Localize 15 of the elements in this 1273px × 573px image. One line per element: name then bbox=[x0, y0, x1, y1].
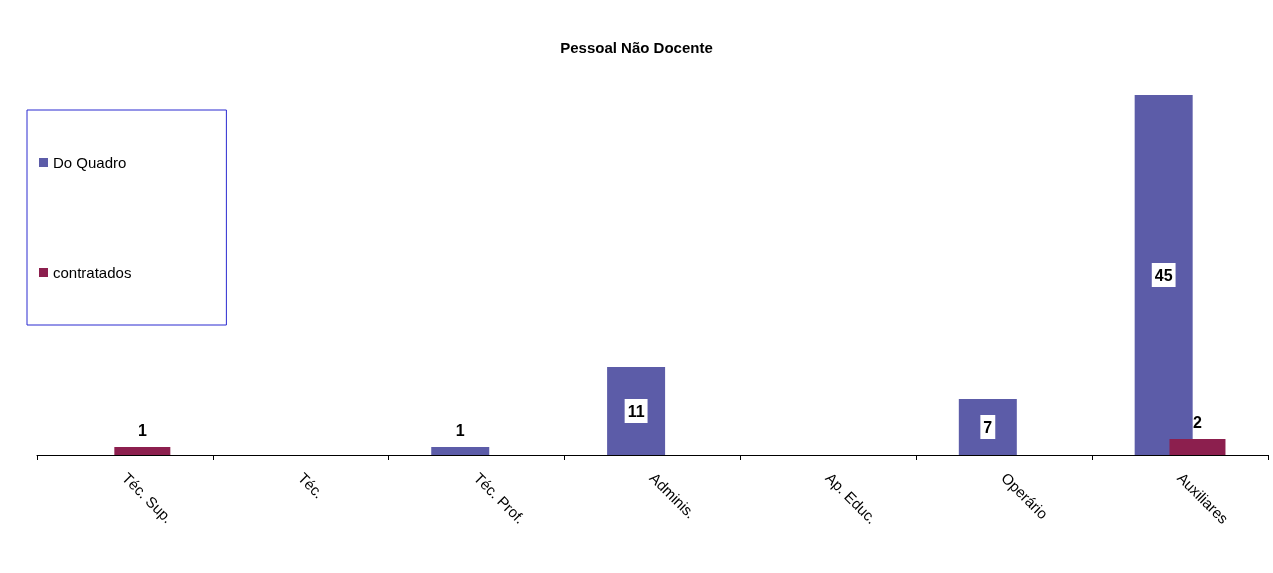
data-label: 1 bbox=[455, 421, 465, 439]
data-label: 11 bbox=[627, 402, 645, 420]
chart-title: Pessoal Não Docente bbox=[560, 39, 713, 56]
bar bbox=[958, 399, 1017, 455]
data-label: 2 bbox=[1193, 413, 1203, 431]
legend-label: Do Quadro bbox=[53, 154, 127, 171]
bar bbox=[114, 447, 171, 455]
bar bbox=[607, 367, 666, 455]
legend-label: contratados bbox=[53, 264, 132, 281]
bar bbox=[431, 447, 490, 455]
data-label: 1 bbox=[137, 421, 147, 439]
bar bbox=[1169, 439, 1226, 455]
data-label: 45 bbox=[1154, 266, 1173, 284]
data-label: 7 bbox=[983, 418, 993, 436]
bar bbox=[1134, 95, 1193, 455]
